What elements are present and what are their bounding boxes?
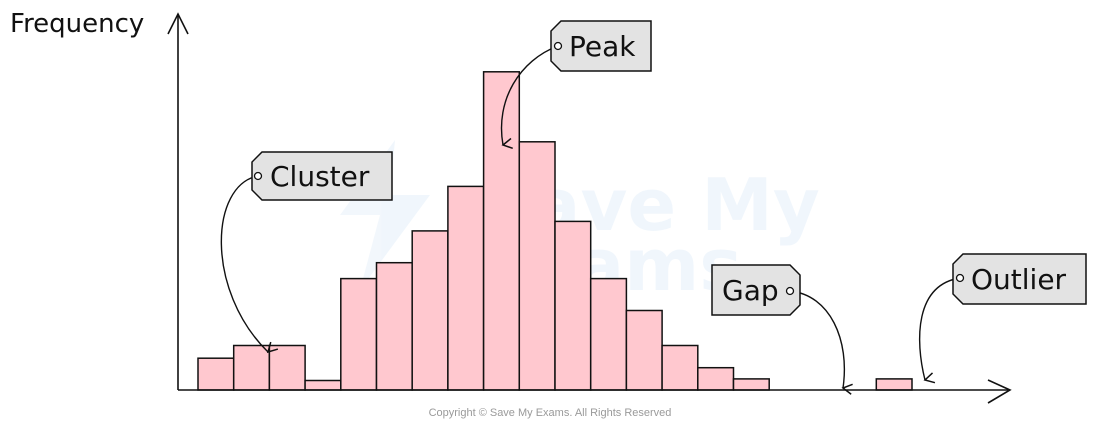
histogram-bar — [232, 344, 271, 391]
histogram-bar — [304, 379, 342, 391]
histogram-bar — [197, 357, 235, 391]
annotation-cluster: Cluster — [220, 151, 393, 354]
annotation-label: Cluster — [270, 160, 370, 193]
histogram-bar — [268, 344, 306, 391]
x-axis-arrowhead — [987, 379, 1012, 404]
histogram-bar — [589, 277, 628, 391]
annotation-arrow — [789, 290, 853, 395]
annotation-label: Gap — [722, 274, 779, 307]
annotation-peak: Peak — [500, 20, 652, 150]
tag-hole — [253, 171, 263, 181]
histogram-bar — [625, 309, 663, 391]
annotation-tag — [711, 264, 801, 316]
bars-group — [197, 71, 913, 391]
annotation-label: Outlier — [971, 263, 1067, 296]
annotation-arrow — [500, 45, 559, 150]
annotation-arrow — [918, 277, 961, 384]
histogram-bar — [340, 277, 378, 391]
annotation-tag — [952, 253, 1087, 305]
tag-hole — [955, 273, 965, 283]
annotation-tag — [251, 151, 393, 201]
y-axis-arrowhead — [167, 12, 189, 35]
annotation-label: Peak — [569, 30, 636, 63]
tag-hole — [553, 41, 563, 51]
tag-hole — [785, 286, 795, 296]
y-axis-label: Frequency — [10, 9, 144, 39]
histogram-bar — [411, 230, 449, 391]
histogram-bar — [697, 366, 735, 391]
annotation-tag — [550, 20, 652, 72]
histogram-bar — [447, 185, 485, 391]
annotation-gap: Gap — [711, 264, 853, 395]
annotation-outlier: Outlier — [918, 253, 1087, 384]
histogram-bar — [875, 378, 913, 391]
histogram-bar — [661, 344, 699, 391]
copyright-notice: Copyright © Save My Exams. All Rights Re… — [428, 407, 672, 419]
histogram-bar — [518, 141, 556, 391]
histogram-bar — [732, 378, 770, 391]
annotation-arrow — [220, 175, 279, 354]
histogram-bar — [375, 261, 413, 391]
histogram-bar — [554, 220, 592, 391]
annotations-group: Cluster Peak Gap Outlier — [220, 20, 1087, 395]
